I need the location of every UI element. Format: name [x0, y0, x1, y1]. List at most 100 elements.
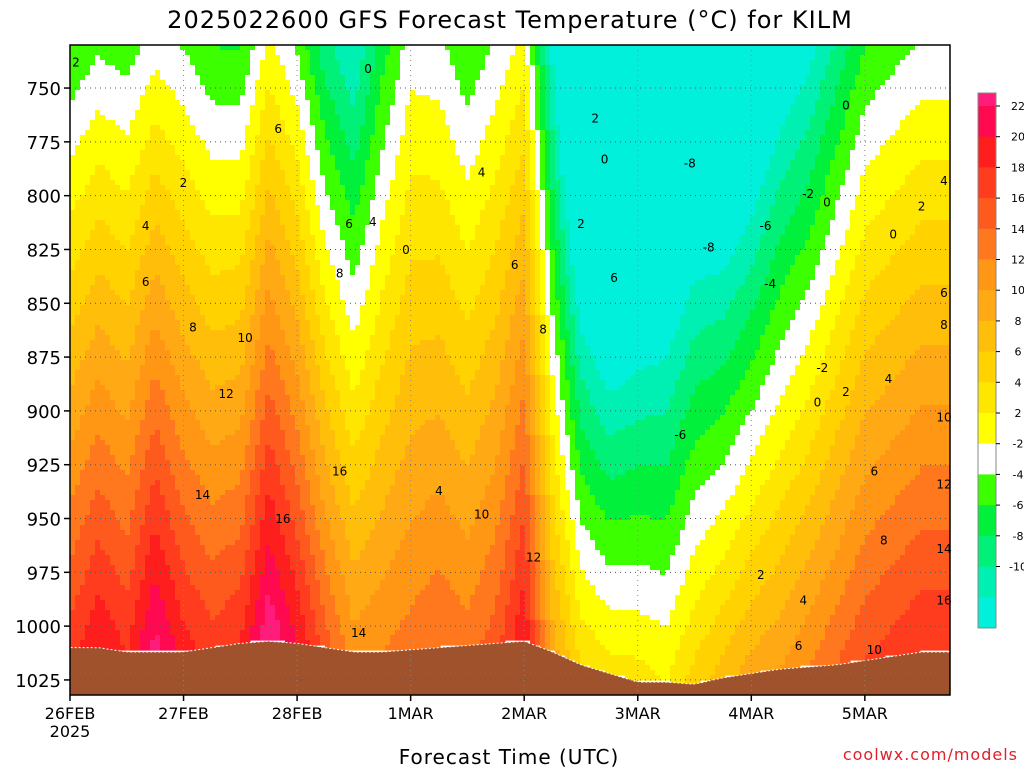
- temperature-cell: [170, 385, 176, 391]
- temperature-cell: [140, 340, 146, 346]
- temperature-cell: [110, 75, 116, 81]
- temperature-cell: [75, 445, 81, 451]
- temperature-cell: [145, 500, 151, 506]
- temperature-cell: [175, 355, 181, 361]
- temperature-cell: [155, 270, 161, 276]
- temperature-cell: [150, 170, 156, 176]
- temperature-cell: [155, 555, 161, 561]
- temperature-cell: [70, 135, 76, 141]
- temperature-cell: [70, 465, 76, 471]
- temperature-cell: [90, 585, 96, 591]
- temperature-cell: [115, 150, 121, 156]
- temperature-cell: [70, 315, 76, 321]
- temperature-cell: [150, 45, 156, 51]
- temperature-cell: [70, 325, 76, 331]
- temperature-cell: [95, 450, 101, 456]
- temperature-cell: [165, 275, 171, 281]
- temperature-cell: [110, 325, 116, 331]
- temperature-cell: [95, 595, 101, 601]
- temperature-cell: [95, 230, 101, 236]
- temperature-cell: [170, 480, 176, 486]
- temperature-cell: [120, 590, 126, 596]
- temperature-cell: [90, 265, 96, 271]
- temperature-cell: [80, 270, 86, 276]
- temperature-cell: [90, 55, 96, 61]
- temperature-cell: [120, 140, 126, 146]
- temperature-cell: [95, 555, 101, 561]
- temperature-cell: [70, 95, 76, 101]
- temperature-cell: [115, 340, 121, 346]
- temperature-cell: [125, 340, 131, 346]
- temperature-cell: [170, 435, 176, 441]
- temperature-cell: [175, 475, 181, 481]
- temperature-cell: [115, 190, 121, 196]
- temperature-cell: [125, 475, 131, 481]
- temperature-cell: [90, 260, 96, 266]
- temperature-cell: [115, 545, 121, 551]
- temperature-cell: [110, 215, 116, 221]
- temperature-cell: [100, 115, 106, 121]
- temperature-cell: [110, 250, 116, 256]
- temperature-cell: [130, 500, 136, 506]
- temperature-cell: [95, 225, 101, 231]
- temperature-cell: [145, 125, 151, 131]
- temperature-cell: [115, 630, 121, 636]
- temperature-cell: [175, 345, 181, 351]
- temperature-cell: [170, 210, 176, 216]
- temperature-cell: [85, 265, 91, 271]
- temperature-cell: [150, 430, 156, 436]
- temperature-cell: [145, 135, 151, 141]
- temperature-cell: [150, 490, 156, 496]
- temperature-cell: [180, 270, 186, 276]
- temperature-cell: [125, 75, 131, 81]
- temperature-cell: [160, 450, 166, 456]
- temperature-cell: [180, 105, 186, 111]
- temperature-cell: [150, 90, 156, 96]
- temperature-cell: [160, 260, 166, 266]
- temperature-cell: [170, 490, 176, 496]
- temperature-cell: [170, 365, 176, 371]
- temperature-cell: [75, 295, 81, 301]
- temperature-cell: [100, 255, 106, 261]
- temperature-cell: [90, 615, 96, 621]
- temperature-cell: [140, 510, 146, 516]
- temperature-cell: [135, 505, 141, 511]
- temperature-cell: [85, 490, 91, 496]
- temperature-cell: [150, 500, 156, 506]
- temperature-cell: [115, 555, 121, 561]
- temperature-cell: [110, 380, 116, 386]
- temperature-cell: [180, 145, 186, 151]
- temperature-cell: [95, 125, 101, 131]
- temperature-cell: [155, 115, 161, 121]
- temperature-cell: [140, 640, 146, 646]
- temperature-cell: [170, 225, 176, 231]
- temperature-cell: [170, 470, 176, 476]
- temperature-cell: [155, 200, 161, 206]
- temperature-cell: [160, 415, 166, 421]
- temperature-cell: [180, 275, 186, 281]
- temperature-cell: [175, 455, 181, 461]
- temperature-cell: [140, 255, 146, 261]
- temperature-cell: [125, 305, 131, 311]
- temperature-cell: [155, 180, 161, 186]
- temperature-cell: [125, 175, 131, 181]
- temperature-cell: [155, 315, 161, 321]
- temperature-cell: [80, 250, 86, 256]
- temperature-cell: [85, 50, 91, 56]
- temperature-cell: [110, 270, 116, 276]
- temperature-cell: [165, 290, 171, 296]
- temperature-cell: [105, 555, 111, 561]
- temperature-cell: [175, 545, 181, 551]
- temperature-cell: [165, 235, 171, 241]
- temperature-cell: [175, 615, 181, 621]
- temperature-cell: [120, 595, 126, 601]
- temperature-cell: [95, 260, 101, 266]
- temperature-cell: [150, 340, 156, 346]
- temperature-cell: [80, 115, 86, 121]
- temperature-cell: [165, 360, 171, 366]
- temperature-cell: [100, 170, 106, 176]
- temperature-cell: [115, 50, 121, 56]
- temperature-cell: [75, 520, 81, 526]
- temperature-cell: [80, 450, 86, 456]
- temperature-cell: [175, 225, 181, 231]
